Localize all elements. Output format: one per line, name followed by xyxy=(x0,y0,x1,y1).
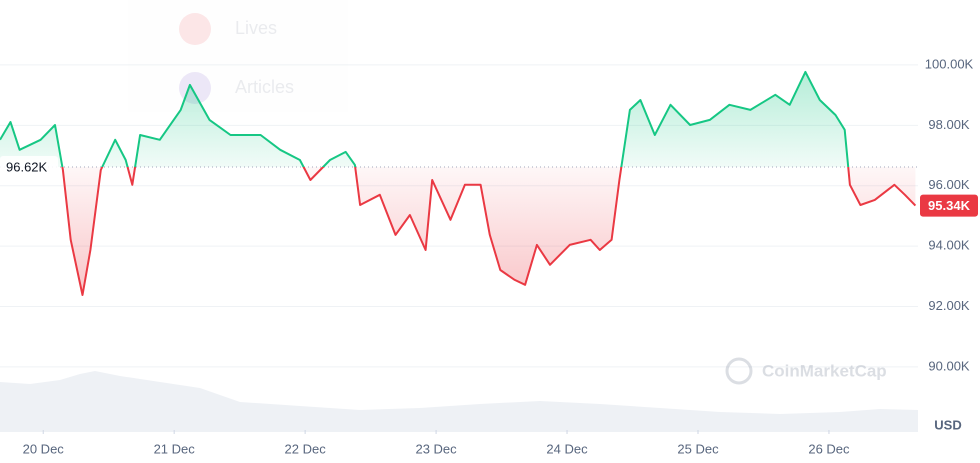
menu-item: Lives xyxy=(235,18,277,38)
y-axis-unit: USD xyxy=(934,417,961,432)
x-tick-label: 23 Dec xyxy=(415,441,457,456)
menu-item: Articles xyxy=(235,77,294,97)
x-tick-label: 24 Dec xyxy=(546,441,588,456)
price-label-box xyxy=(920,194,978,217)
plot xyxy=(0,70,918,296)
y-tick-label: 92.00K xyxy=(928,298,970,313)
watermark-logo xyxy=(725,357,753,385)
baseline-label-box xyxy=(0,155,58,178)
price-label: 95.34K xyxy=(928,198,971,213)
x-tick-label: 21 Dec xyxy=(154,441,196,456)
menu-panel xyxy=(128,0,348,112)
watermark-text: CoinMarketCap xyxy=(762,361,887,380)
x-tick-label: 25 Dec xyxy=(677,441,719,456)
x-tick-label: 20 Dec xyxy=(23,441,65,456)
y-tick-label: 90.00K xyxy=(928,358,970,373)
volume-area xyxy=(0,371,918,432)
x-tick-label: 26 Dec xyxy=(808,441,850,456)
background-menu: Lives Articles xyxy=(128,0,348,112)
grid xyxy=(0,64,918,368)
menu-icon xyxy=(179,13,211,45)
y-tick-label: 98.00K xyxy=(928,117,970,132)
y-tick-label: 94.00K xyxy=(928,238,970,253)
area xyxy=(0,71,916,296)
price-line xyxy=(0,70,917,296)
y-tick-label: 96.00K xyxy=(928,177,970,192)
x-tick-label: 22 Dec xyxy=(285,441,327,456)
watermark: CoinMarketCap xyxy=(725,357,887,385)
y-tick-label: 100.00K xyxy=(925,56,974,71)
baseline-label: 96.62K xyxy=(6,159,48,174)
